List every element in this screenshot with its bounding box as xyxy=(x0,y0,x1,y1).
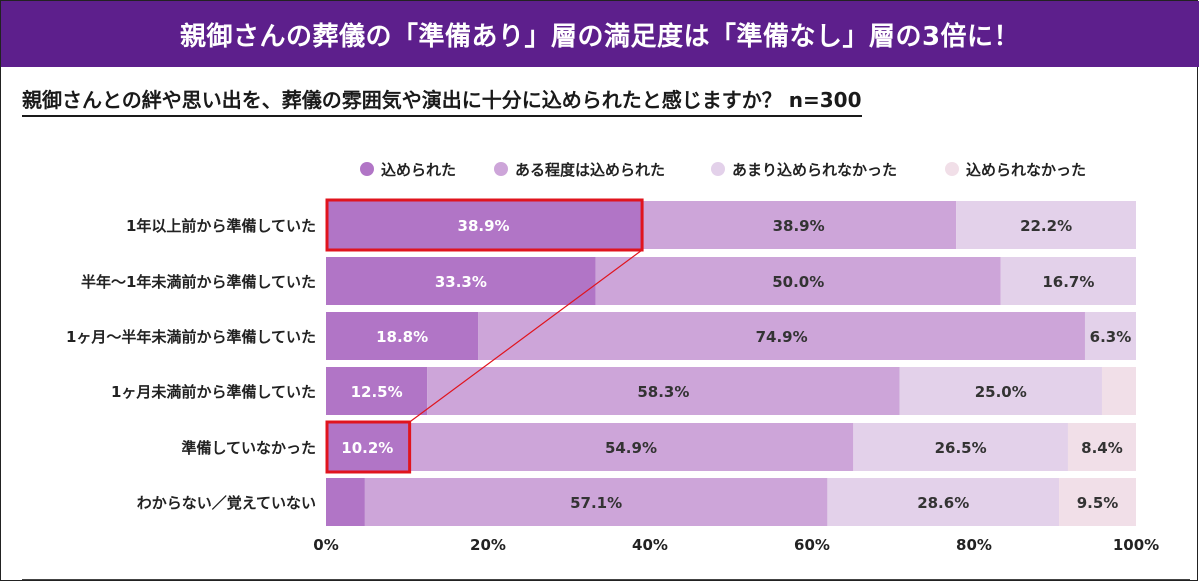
bar-segment xyxy=(326,312,479,360)
bar-segment xyxy=(641,201,957,249)
bottom-rule xyxy=(22,579,1190,580)
data-label: 12.5% xyxy=(351,383,403,401)
bar-segment xyxy=(899,367,1102,415)
highlight-box xyxy=(325,198,644,252)
data-label: 25.0% xyxy=(975,383,1027,401)
data-label: 22.2% xyxy=(1020,217,1072,235)
x-tick-label: 80% xyxy=(956,536,992,554)
legend-label: ある程度は込められた xyxy=(515,161,665,179)
x-tick-label: 100% xyxy=(1113,536,1159,554)
data-label: 54.9% xyxy=(605,439,657,457)
data-label: 58.3% xyxy=(637,383,689,401)
category-label: 準備していなかった xyxy=(181,439,316,457)
highlight-box xyxy=(325,420,412,474)
data-label: 33.3% xyxy=(435,273,487,291)
legend-label: 込められた xyxy=(381,161,456,179)
bar-segment xyxy=(1059,478,1136,526)
legend-marker xyxy=(494,162,508,176)
bar-segment xyxy=(326,201,642,249)
data-label: 26.5% xyxy=(935,439,987,457)
category-label: わからない／覚えていない xyxy=(137,494,316,512)
bar-segment xyxy=(956,201,1136,249)
bar-segment xyxy=(408,423,854,471)
bar-segment xyxy=(427,367,900,415)
bar-segment xyxy=(326,478,365,526)
legend-marker xyxy=(711,162,725,176)
data-label: 50.0% xyxy=(772,273,824,291)
bar-segment xyxy=(478,312,1085,360)
data-label: 18.8% xyxy=(376,328,428,346)
bar-segment xyxy=(1101,367,1136,415)
bar-segment xyxy=(827,478,1060,526)
category-label: 1ヶ月〜半年未満前から準備していた xyxy=(66,328,316,346)
highlight-connector xyxy=(409,249,643,423)
data-label: 8.4% xyxy=(1081,439,1123,457)
data-label: 28.6% xyxy=(917,494,969,512)
bar-segment xyxy=(595,257,1001,305)
data-label: 38.9% xyxy=(458,217,510,235)
bar-segment xyxy=(326,257,596,305)
bar-segment xyxy=(853,423,1068,471)
bar-segment xyxy=(326,367,428,415)
bar-segment xyxy=(1067,423,1136,471)
data-label: 57.1% xyxy=(570,494,622,512)
bar-segment xyxy=(1084,312,1136,360)
data-label: 74.9% xyxy=(756,328,808,346)
x-tick-label: 20% xyxy=(470,536,506,554)
x-tick-label: 0% xyxy=(313,536,338,554)
question-text: 親御さんとの絆や思い出を、葬儀の雰囲気や演出に十分に込められたと感じますか？ n… xyxy=(22,84,862,117)
bar-segment xyxy=(364,478,828,526)
x-tick-label: 60% xyxy=(794,536,830,554)
legend-marker xyxy=(360,162,374,176)
banner-title: 親御さんの葬儀の「準備あり」層の満足度は「準備なし」層の3倍に！ xyxy=(1,1,1199,67)
category-label: 半年〜1年未満前から準備していた xyxy=(81,273,316,291)
legend-marker xyxy=(945,162,959,176)
category-label: 1年以上前から準備していた xyxy=(126,217,316,235)
data-label: 16.7% xyxy=(1042,273,1094,291)
category-label: 1ヶ月未満前から準備していた xyxy=(111,383,316,401)
legend-label: 込められなかった xyxy=(966,161,1086,179)
x-tick-label: 40% xyxy=(632,536,668,554)
bar-segment xyxy=(326,423,409,471)
data-label: 9.5% xyxy=(1077,494,1119,512)
data-label: 38.9% xyxy=(773,217,825,235)
legend-label: あまり込められなかった xyxy=(732,161,897,179)
data-label: 10.2% xyxy=(341,439,393,457)
data-label: 6.3% xyxy=(1090,328,1132,346)
bar-segment xyxy=(1000,257,1136,305)
